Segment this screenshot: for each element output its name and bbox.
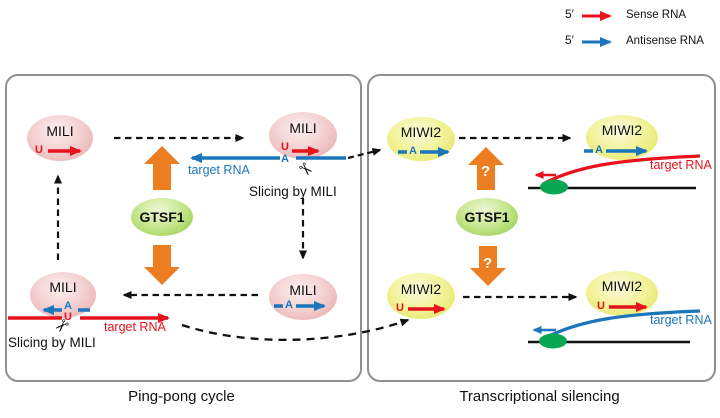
a-nucleotide: A <box>64 300 72 312</box>
target-rna-label-top-left-panel: target RNA <box>188 163 250 177</box>
dashed-arrow-cross-top <box>347 147 382 160</box>
orange-down-arrow-right <box>470 246 506 286</box>
nascent-target-rna-curve-top <box>542 154 701 186</box>
gtsf1-oval-right: GTSF1 <box>456 198 518 236</box>
u-nucleotide: U <box>396 302 404 314</box>
target-rna-label-bottom-right-panel: target RNA <box>650 313 712 327</box>
legend-antisense-label: Antisense RNA <box>626 35 704 47</box>
u-nucleotide: U <box>64 311 72 323</box>
a-nucleotide: A <box>285 299 293 311</box>
mili-oval-bottom-middle: MILI <box>269 274 337 320</box>
dashed-curve-cross-bottom <box>181 318 410 342</box>
mili-label: MILI <box>49 279 77 295</box>
mili-label: MILI <box>289 120 317 136</box>
slicing-by-mili-label-bottom: Slicing by MILI <box>8 335 96 350</box>
ping-pong-cycle-title: Ping-pong cycle <box>128 388 235 405</box>
miwi2-oval-bottom-left: MIWI2 <box>387 273 455 319</box>
gtsf1-label: GTSF1 <box>139 209 185 225</box>
u-nucleotide: U <box>281 141 289 153</box>
transcriptional-silencing-title: Transcriptional silencing <box>459 388 620 405</box>
rna-polymerase-bottom <box>539 333 567 349</box>
mili-label: MILI <box>289 282 317 298</box>
miwi2-label: MIWI2 <box>400 124 442 140</box>
gtsf1-label: GTSF1 <box>464 209 510 225</box>
legend-sense-label: Sense RNA <box>626 9 687 21</box>
a-nucleotide: A <box>409 145 417 157</box>
orange-up-arrow-right <box>468 147 504 190</box>
orange-up-arrow-left <box>144 146 180 190</box>
rna-polymerase-top <box>540 179 568 195</box>
a-nucleotide: A <box>595 144 603 156</box>
slicing-by-mili-label-top: Slicing by MILI <box>249 184 337 199</box>
target-rna-label-bottom-left-panel: target RNA <box>104 320 166 334</box>
orange-down-arrow-left <box>144 245 180 285</box>
mili-oval-top-left: MILI <box>27 115 93 161</box>
u-nucleotide: U <box>35 144 43 156</box>
legend-sense-prime: 5′ <box>565 7 574 21</box>
miwi2-label: MIWI2 <box>601 122 643 138</box>
a-nucleotide: A <box>281 153 289 165</box>
nascent-target-rna-curve-bottom <box>544 309 701 340</box>
miwi2-label: MIWI2 <box>601 278 643 294</box>
question-mark-down-arrow: ? <box>483 255 493 272</box>
mili-label: MILI <box>46 123 74 139</box>
miwi2-label: MIWI2 <box>400 281 442 297</box>
gtsf1-oval-left: GTSF1 <box>131 198 193 236</box>
mili-oval-top-right: MILI <box>269 112 337 159</box>
question-mark-up-arrow: ? <box>481 163 491 180</box>
legend-antisense-prime: 5′ <box>565 33 574 47</box>
u-nucleotide: U <box>597 300 605 312</box>
target-rna-label-top-right-panel: target RNA <box>650 158 712 172</box>
